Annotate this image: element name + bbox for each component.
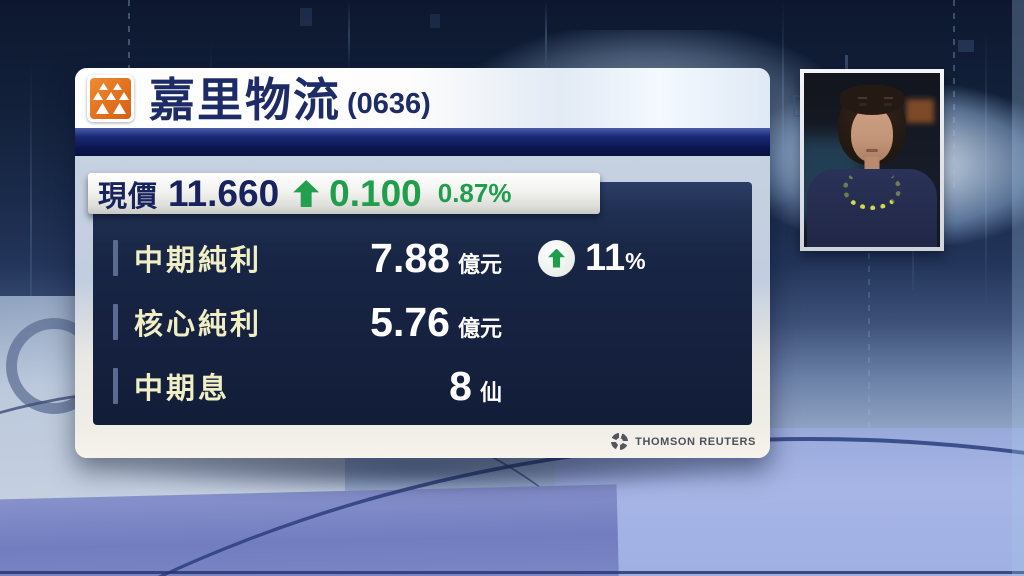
studio-backdrop-blob [906,99,934,123]
presenter-mouth [866,149,878,152]
light-streak [868,240,870,460]
stock-info-panel: 嘉里物流 (0636) 現價 11.660 0.100 0.87% 中期純利 7… [75,68,770,458]
row-accent-bar [113,304,118,340]
metric-row: 中期純利 7.88 億元 11 % [93,226,752,290]
presenter-eye [859,103,867,106]
backdrop-edge-column [1012,0,1024,576]
company-title-row: 嘉里物流 (0636) [149,68,431,128]
header-navy-band [75,128,770,156]
kerry-logo-orange-square [90,78,131,119]
presenter-face [851,106,893,162]
candlestick-icon [300,8,312,26]
metric-unit: 億元 [457,251,502,277]
price-bar: 現價 11.660 0.100 0.87% [88,173,600,214]
price-change-percent: 0.87% [437,178,512,208]
metric-label: 中期純利 [134,245,263,277]
metric-row: 核心純利 5.76 億元 [93,290,752,354]
price-change: 0.100 [329,172,422,214]
provider-credit: THOMSON REUTERS [611,433,756,450]
current-price: 11.660 [168,172,280,214]
company-name: 嘉里物流 [149,74,341,126]
panel-header: 嘉里物流 (0636) [75,68,770,128]
candlestick-icon [958,40,974,52]
presenter-hair-fringe [840,85,904,115]
presenter-necklace [843,168,901,210]
presenter-video [804,73,940,247]
metric-unit: 仙 [479,379,502,405]
up-arrow-icon [293,180,320,207]
price-label: 現價 [98,180,159,213]
panel-footer: THOMSON REUTERS [75,425,770,458]
candlestick-icon [430,14,440,28]
presenter-brow [858,97,867,99]
light-streak [953,0,955,190]
light-streak [545,0,547,70]
presenter-eye [884,103,892,106]
metric-value: 5.76 [370,298,450,345]
metric-label: 中期息 [134,373,231,405]
metric-change-unit: % [625,248,646,274]
row-accent-bar [113,240,118,276]
light-streak [30,60,32,380]
metric-unit: 億元 [457,315,502,341]
metric-row: 中期息 8 仙 [93,354,752,418]
floor-edge-line [0,571,1024,574]
provider-name: THOMSON REUTERS [635,435,756,448]
up-arrow-circle-icon [538,239,575,277]
kerry-logo-icon [87,75,134,122]
thomson-reuters-globe-icon [611,433,629,450]
metric-value: 8 [449,362,472,409]
presenter-video-inset [800,69,944,251]
light-streak [985,30,987,310]
row-accent-bar [113,368,118,404]
metrics-box: 中期純利 7.88 億元 11 % 核心純利 5.76 億元 [93,182,752,425]
presenter-brow [884,97,893,99]
ticker-code: (0636) [347,88,431,120]
metric-change-value: 11 [585,237,626,279]
light-streak [348,0,350,70]
metric-value: 7.88 [370,234,450,281]
light-streak [782,0,784,180]
metric-label: 核心純利 [134,309,263,341]
metric-change: 11 % [538,239,646,277]
